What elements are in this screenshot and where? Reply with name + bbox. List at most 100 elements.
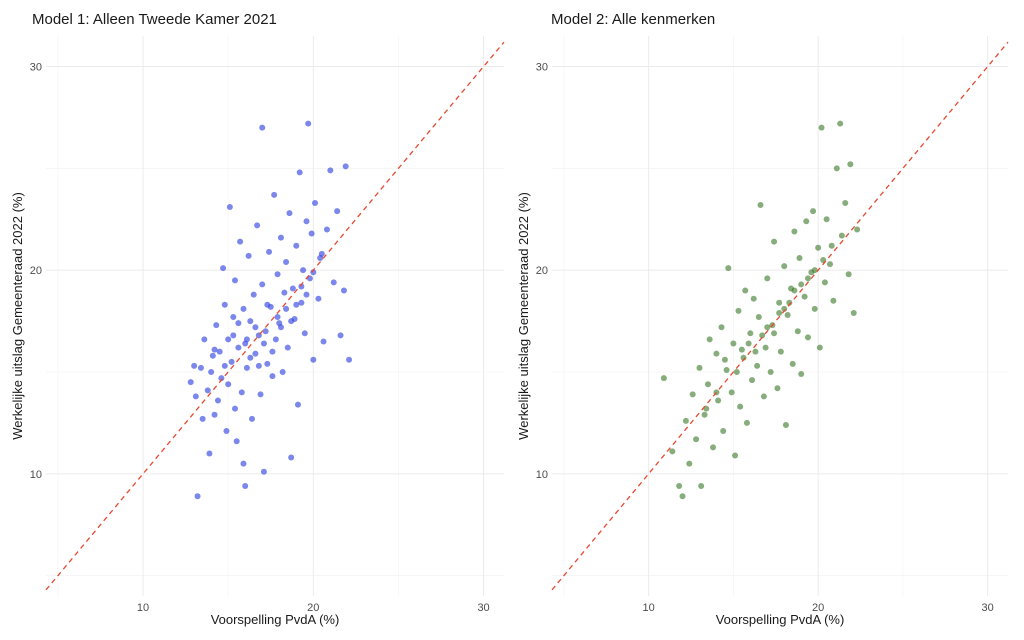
data-point (245, 252, 252, 259)
data-point (730, 340, 737, 347)
data-point (723, 366, 730, 373)
data-point (240, 460, 247, 467)
data-point (252, 350, 259, 357)
data-point (718, 324, 725, 331)
data-point (208, 369, 215, 375)
data-point (781, 263, 788, 270)
data-point (255, 362, 262, 369)
data-point (264, 360, 271, 367)
data-point (828, 242, 835, 249)
y-tick-label: 20 (536, 265, 548, 277)
data-point (669, 448, 676, 455)
data-point (298, 299, 305, 306)
data-point (804, 334, 811, 341)
panel-model-1: 10 20 30 10 20 30 Model 1: Alleen Tweede Kamer… (10, 11, 505, 627)
data-point (842, 199, 849, 206)
data-point (300, 267, 307, 274)
data-point (320, 338, 327, 345)
data-point (701, 411, 708, 418)
data-point (231, 277, 238, 284)
data-point (283, 259, 290, 266)
data-point (250, 291, 257, 298)
data-point (252, 324, 259, 331)
data-point (837, 120, 844, 127)
data-point (303, 218, 310, 225)
data-point (274, 271, 281, 278)
data-point (346, 356, 353, 363)
data-point (257, 391, 264, 398)
data-point (764, 324, 771, 331)
data-point (686, 460, 693, 467)
data-point (308, 230, 315, 237)
data-point (230, 314, 237, 321)
data-point (214, 397, 221, 404)
data-point (216, 348, 223, 355)
data-point (759, 332, 766, 339)
data-point (310, 356, 317, 363)
data-point (833, 165, 840, 172)
data-point (269, 348, 276, 355)
data-point (199, 415, 206, 422)
data-point (259, 124, 266, 131)
data-point (743, 419, 750, 426)
data-point (209, 352, 216, 359)
data-point (801, 293, 808, 300)
data-point (749, 377, 756, 384)
panel-model-2: 10 20 30 10 20 30 Model 2: Alle kenmerken Voors… (516, 11, 1009, 627)
data-point (235, 344, 242, 351)
data-point (693, 436, 700, 443)
data-point (721, 356, 728, 363)
y-axis-label: Werkelijke uitslag Gemeenteraad 2022 (%) (10, 192, 25, 440)
data-point (238, 389, 245, 396)
data-point (279, 369, 286, 375)
y-tick-label: 20 (30, 265, 42, 277)
data-point (211, 411, 218, 418)
data-point (676, 483, 683, 490)
data-point (242, 483, 249, 490)
data-point (803, 218, 810, 225)
data-point (281, 289, 288, 296)
data-point (254, 222, 261, 229)
data-point (272, 336, 279, 343)
data-point (231, 405, 238, 412)
data-point (732, 452, 739, 459)
data-point (823, 216, 830, 223)
data-point (243, 336, 250, 343)
y-tick-label: 10 (30, 469, 42, 481)
data-point (689, 391, 696, 398)
data-point (728, 389, 735, 396)
data-point (804, 275, 811, 282)
x-tick-label: 20 (812, 602, 824, 614)
x-axis-label: Voorspelling PvdA (%) (211, 612, 340, 627)
data-point (777, 348, 784, 355)
data-point (225, 381, 232, 388)
x-tick-label: 10 (137, 602, 149, 614)
data-point (206, 450, 213, 457)
data-point (782, 421, 789, 428)
data-point (696, 364, 703, 371)
data-point (226, 204, 233, 211)
data-point (204, 387, 211, 394)
data-point (337, 332, 344, 339)
data-point (754, 362, 761, 369)
data-point (230, 332, 237, 339)
data-point (738, 346, 745, 353)
data-point (305, 120, 312, 127)
data-point (798, 371, 805, 378)
data-point (811, 305, 818, 312)
data-point (725, 265, 732, 272)
data-point (312, 199, 319, 206)
data-point (838, 232, 845, 239)
data-point (277, 234, 284, 241)
data-point (191, 362, 198, 369)
data-point (733, 369, 740, 375)
data-point (298, 283, 305, 290)
data-point (735, 307, 742, 314)
data-point (301, 330, 308, 337)
data-point (755, 314, 762, 321)
data-point (781, 305, 788, 312)
data-point (262, 328, 269, 335)
data-point (720, 428, 727, 435)
y-tick-label: 30 (30, 62, 42, 74)
data-point (327, 167, 334, 174)
